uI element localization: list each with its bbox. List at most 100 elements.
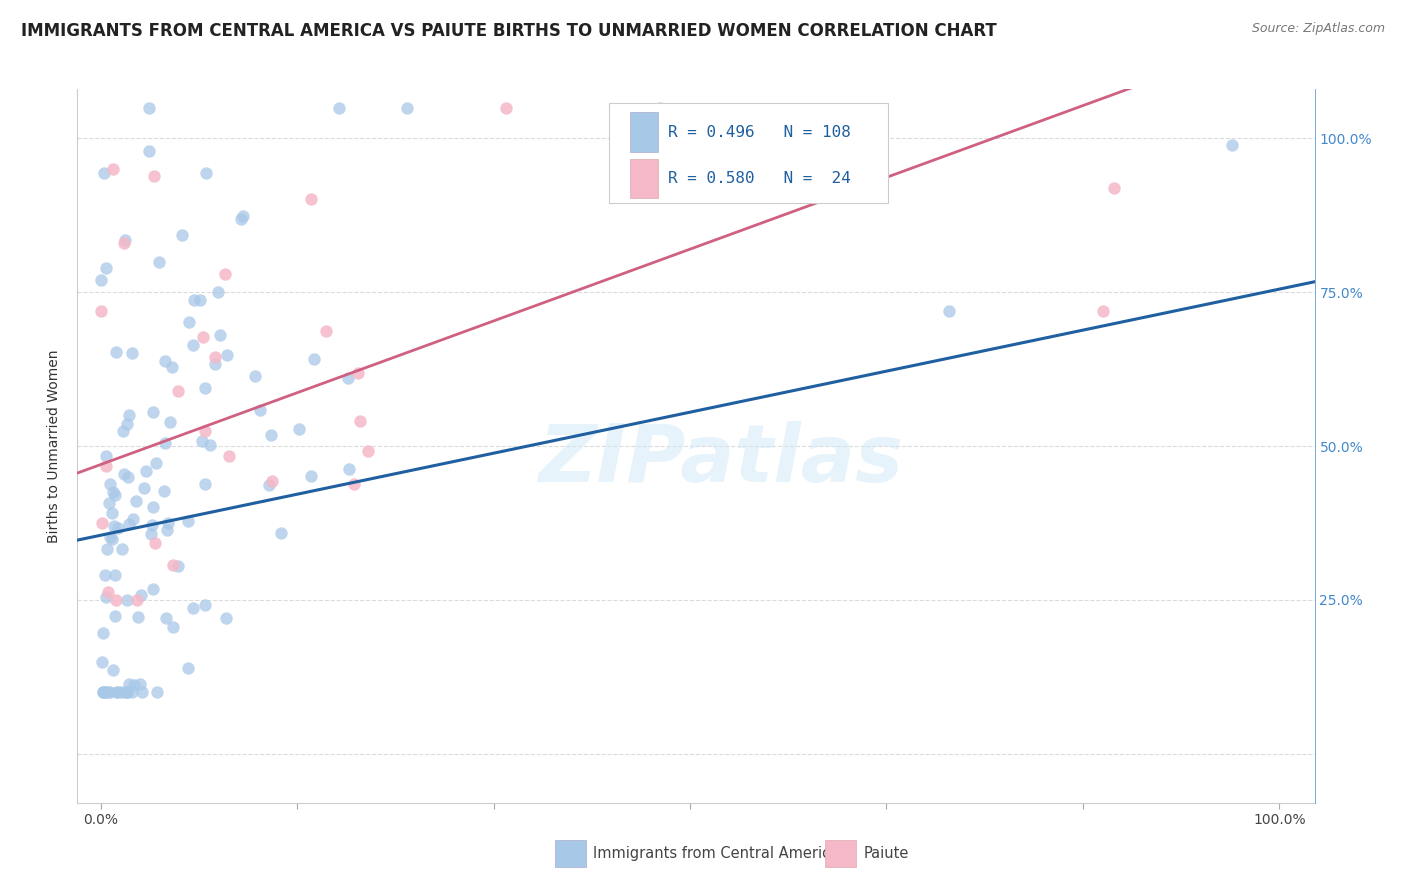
Point xyxy=(142,169,165,184)
Point xyxy=(118,408,141,422)
Text: Immigrants from Central America: Immigrants from Central America xyxy=(593,847,839,861)
Point xyxy=(91,516,114,530)
Point xyxy=(122,512,145,526)
Point xyxy=(121,346,143,360)
Point xyxy=(183,601,205,615)
Point xyxy=(131,685,153,699)
Point xyxy=(96,449,118,463)
Point xyxy=(155,436,177,450)
Point xyxy=(288,422,311,436)
Point xyxy=(232,209,254,223)
Point xyxy=(349,414,371,428)
Point xyxy=(127,592,149,607)
Point xyxy=(90,303,112,318)
FancyBboxPatch shape xyxy=(630,112,658,152)
FancyBboxPatch shape xyxy=(630,159,658,198)
Point xyxy=(259,478,281,492)
Point xyxy=(132,482,155,496)
Point xyxy=(115,592,138,607)
Point xyxy=(190,293,212,308)
Point xyxy=(179,315,201,329)
Point xyxy=(96,542,118,557)
Point xyxy=(191,434,214,449)
Point xyxy=(214,267,236,281)
Point xyxy=(162,360,184,375)
Point xyxy=(101,663,124,677)
Point xyxy=(194,598,217,612)
Point xyxy=(315,324,337,338)
Point xyxy=(396,101,419,115)
Point xyxy=(98,685,121,699)
Point xyxy=(145,456,167,470)
Point xyxy=(115,417,138,431)
Point xyxy=(138,101,160,115)
Point xyxy=(125,493,148,508)
Point xyxy=(97,685,120,699)
Point xyxy=(159,415,181,429)
Point xyxy=(337,462,360,476)
Point xyxy=(105,344,128,359)
Point xyxy=(93,685,115,699)
Point xyxy=(194,477,217,491)
Point xyxy=(183,293,205,307)
Point xyxy=(90,273,112,287)
Point xyxy=(103,519,125,533)
Point xyxy=(127,610,149,624)
Point xyxy=(104,488,127,502)
Point xyxy=(146,685,169,699)
Point xyxy=(129,588,152,602)
Text: IMMIGRANTS FROM CENTRAL AMERICA VS PAIUTE BIRTHS TO UNMARRIED WOMEN CORRELATION : IMMIGRANTS FROM CENTRAL AMERICA VS PAIUT… xyxy=(21,22,997,40)
Point xyxy=(198,438,221,452)
Point xyxy=(105,685,128,699)
Point xyxy=(118,517,141,532)
Point xyxy=(114,685,136,699)
Point xyxy=(142,404,165,418)
Point xyxy=(181,338,204,352)
Point xyxy=(143,535,166,549)
Point xyxy=(336,370,359,384)
FancyBboxPatch shape xyxy=(609,103,887,203)
Text: Source: ZipAtlas.com: Source: ZipAtlas.com xyxy=(1251,22,1385,36)
Point xyxy=(176,661,198,675)
Point xyxy=(94,590,117,604)
Point xyxy=(249,402,271,417)
Point xyxy=(153,483,176,498)
Text: Paiute: Paiute xyxy=(863,847,908,861)
Point xyxy=(156,523,179,537)
Point xyxy=(193,330,215,344)
Point xyxy=(1091,303,1114,318)
Point xyxy=(114,233,136,247)
Text: R = 0.496   N = 108: R = 0.496 N = 108 xyxy=(668,125,851,139)
Point xyxy=(97,585,120,599)
Point xyxy=(806,135,828,149)
Point xyxy=(270,525,292,540)
Point xyxy=(98,477,121,491)
Point xyxy=(218,450,240,464)
Point xyxy=(107,521,129,535)
Point xyxy=(94,568,117,582)
Point xyxy=(195,166,218,180)
Point xyxy=(217,348,239,362)
Point xyxy=(243,368,266,383)
Point xyxy=(135,464,157,478)
Text: R = 0.580   N =  24: R = 0.580 N = 24 xyxy=(668,171,851,186)
Point xyxy=(156,516,179,531)
Point xyxy=(1104,180,1126,194)
Point xyxy=(166,559,188,574)
Point xyxy=(94,458,117,473)
Point xyxy=(91,685,114,699)
Point xyxy=(194,424,217,438)
Point xyxy=(328,101,350,115)
Point xyxy=(231,212,253,227)
Point xyxy=(100,532,122,546)
Point xyxy=(299,469,322,483)
Point xyxy=(112,424,135,438)
Point xyxy=(139,526,162,541)
Point xyxy=(194,382,217,396)
Point xyxy=(172,227,194,242)
Point xyxy=(117,469,139,483)
Point xyxy=(648,101,671,115)
Point xyxy=(118,677,141,691)
Point xyxy=(91,656,114,670)
Point xyxy=(155,611,177,625)
